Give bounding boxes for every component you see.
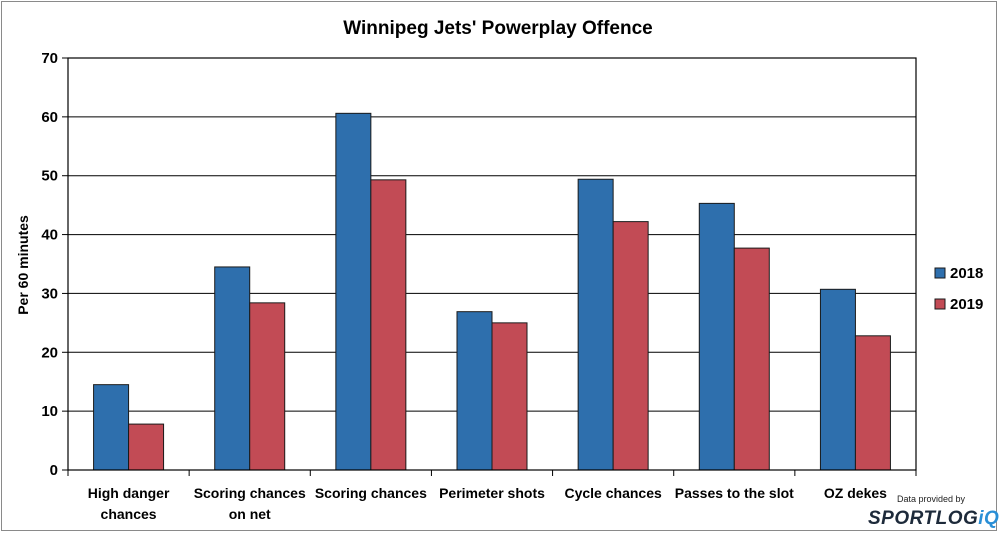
y-tick-labels: 0 10 20 30 40 50 60 70 <box>41 50 58 479</box>
y-tick-label: 50 <box>41 168 58 185</box>
bar-2019-1 <box>128 423 165 471</box>
axes <box>67 57 917 476</box>
x-category-label: OZ dekes <box>824 485 887 501</box>
x-category-labels: High danger chances Scoring chances on net S… <box>88 485 887 522</box>
chart-title: Winnipeg Jets' Powerplay Offence <box>343 18 652 39</box>
legend-swatch-2018 <box>934 267 946 279</box>
legend-label-2019: 2019 <box>950 296 983 313</box>
bar-2018-3 <box>335 112 372 471</box>
bars <box>93 112 891 471</box>
x-category-label: Perimeter shots <box>439 485 545 501</box>
bar-2019-5 <box>612 221 649 471</box>
bar-2018-5 <box>577 178 614 471</box>
y-tick-label: 30 <box>41 285 58 302</box>
y-tick-label: 70 <box>41 50 58 67</box>
sportlogiq-logo: SPORTLOGiQ <box>868 508 999 529</box>
legend: 2018 2019 <box>934 265 983 313</box>
bar-2018-4 <box>456 311 493 471</box>
y-tick-label: 40 <box>41 227 58 244</box>
bar-2019-2 <box>249 302 286 471</box>
credit-label: Data provided by <box>897 494 966 504</box>
bar-2019-3 <box>370 179 407 471</box>
bar-2018-7 <box>819 288 856 471</box>
bar-2019-4 <box>491 322 528 471</box>
y-tick-label: 60 <box>41 109 58 126</box>
x-category-label: Cycle chances <box>564 485 661 501</box>
y-tick-label: 0 <box>50 462 58 479</box>
x-category-label: High danger chances <box>88 485 170 522</box>
bar-2019-6 <box>733 247 770 471</box>
x-category-label: Scoring chances on net <box>194 485 306 522</box>
legend-swatch-2019 <box>934 298 946 310</box>
y-axis-label: Per 60 minutes <box>15 215 31 315</box>
legend-label-2018: 2018 <box>950 265 983 282</box>
x-category-label: Passes to the slot <box>675 485 794 501</box>
y-tick-label: 10 <box>41 403 58 420</box>
x-category-label: Scoring chances <box>315 485 427 501</box>
y-tick-label: 20 <box>41 344 58 361</box>
bar-2018-1 <box>93 384 130 471</box>
bar-2018-2 <box>214 266 251 471</box>
plot-border <box>67 57 917 471</box>
bar-2018-6 <box>698 202 735 471</box>
data-credit: Data provided by SPORTLOGiQ <box>868 494 999 529</box>
bar-2019-7 <box>854 335 891 471</box>
